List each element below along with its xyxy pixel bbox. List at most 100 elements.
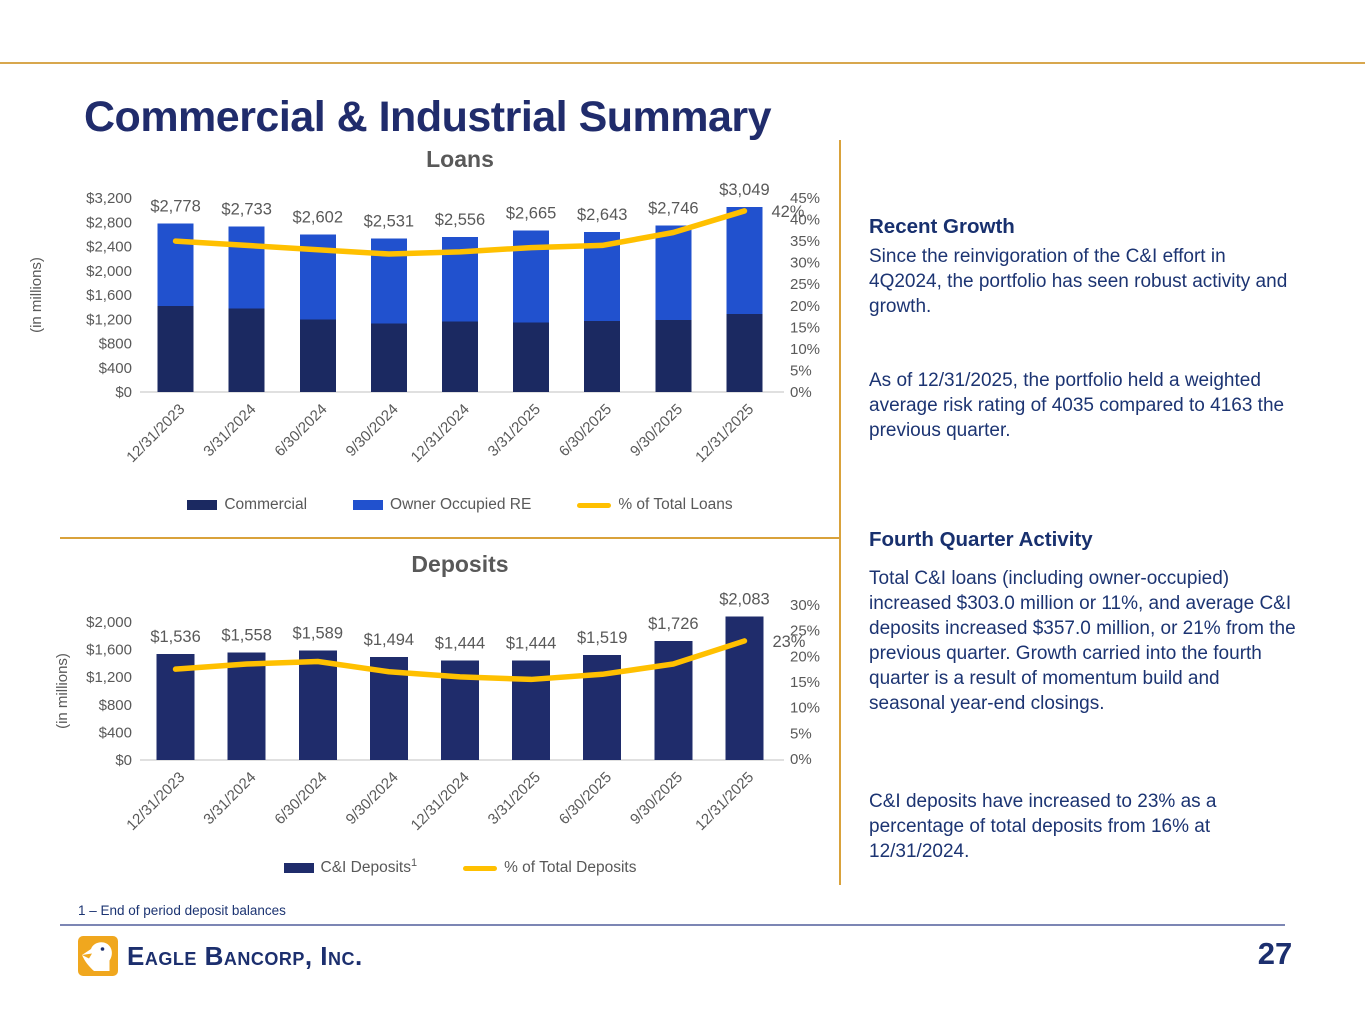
line-end-label: 23%	[772, 633, 805, 651]
left-axis-tick-label: $2,000	[86, 614, 132, 631]
footer-rule	[60, 924, 1285, 926]
deposits-chart-panel: Deposits (in millions) $2,000 $1,600 $1,200…	[25, 545, 840, 893]
legend-item-owner-occupied-re: Owner Occupied RE	[353, 496, 531, 514]
legend-label: % of Total Loans	[618, 496, 733, 513]
bar-c-i-deposits	[298, 650, 337, 760]
x-axis-category-label: 12/31/2025	[692, 769, 757, 834]
bar-value-label: $2,665	[506, 204, 556, 222]
y-axis-title: (in millions)	[54, 653, 71, 729]
x-axis-category-label: 12/31/2023	[123, 401, 188, 466]
bar-value-label: $2,778	[150, 198, 200, 216]
right-axis-tick-label: 20%	[790, 648, 820, 665]
x-axis-category-label: 9/30/2025	[627, 401, 686, 460]
bar-value-label: $1,536	[150, 628, 200, 646]
bar-owner-occupied-re	[655, 225, 692, 320]
bar-value-label: $1,444	[435, 634, 485, 652]
bar-value-label: $1,558	[221, 626, 271, 644]
legend-item-pct-total-loans: % of Total Loans	[577, 496, 733, 514]
x-axis-category-label: 6/30/2025	[556, 401, 615, 460]
right-axis-tick-label: 30%	[790, 255, 820, 272]
eagle-logo-icon	[78, 936, 118, 976]
bar-value-label: $1,519	[577, 629, 627, 647]
x-axis-category-label: 6/30/2024	[271, 401, 330, 460]
left-axis-tick-label: $2,000	[86, 263, 132, 280]
right-axis-tick-label: 35%	[790, 233, 820, 250]
deposits-chart-title: Deposits	[411, 551, 509, 577]
bar-value-label: $1,494	[364, 631, 414, 649]
bar-value-label: $2,531	[364, 213, 414, 231]
deposits-chart: (in millions) $2,000 $1,600 $1,200 $800 $400 $…	[54, 590, 820, 834]
left-axis-tick-label: $1,200	[86, 311, 132, 328]
page-number: 27	[1257, 936, 1293, 971]
left-axis-tick-label: $1,600	[86, 287, 132, 304]
x-axis-category-label: 9/30/2025	[627, 769, 686, 828]
ci-deposits-swatch-icon	[283, 863, 314, 873]
x-axis-category-label: 3/31/2024	[200, 769, 259, 828]
bar-value-label: $2,556	[435, 211, 485, 229]
legend-item-commercial: Commercial	[187, 496, 307, 514]
bar-owner-occupied-re	[228, 226, 265, 309]
x-axis-category-label: 3/31/2025	[485, 769, 544, 828]
right-axis-tick-label: 5%	[790, 725, 812, 742]
x-axis-category-label: 12/31/2024	[408, 401, 473, 466]
legend-item-pct-total-deposits: % of Total Deposits	[463, 859, 636, 877]
company-logo: Eagle Bancorp, Inc.	[78, 936, 363, 976]
fourth-quarter-paragraph-2: C&I deposits have increased to 23% as a …	[869, 791, 1217, 862]
x-axis-category-label: 9/30/2024	[343, 401, 402, 460]
bar-owner-occupied-re	[157, 223, 194, 306]
bar-value-label: $1,444	[506, 634, 556, 652]
bar-owner-occupied-re	[726, 207, 763, 314]
bar-value-label: $2,083	[719, 590, 769, 608]
line-swatch-icon	[463, 865, 498, 871]
bar-value-label: $1,589	[293, 624, 343, 642]
recent-growth-paragraph-2: As of 12/31/2025, the portfolio held a w…	[869, 370, 1285, 441]
top-accent-line	[0, 62, 1365, 64]
recent-growth-paragraph-1: Since the reinvigoration of the C&I effo…	[869, 246, 1288, 317]
fourth-quarter-heading: Fourth Quarter Activity	[869, 528, 1093, 551]
page-title: Commercial & Industrial Summary	[84, 92, 772, 141]
x-axis-category-label: 6/30/2024	[271, 769, 330, 828]
left-axis-tick-label: $1,600	[86, 642, 132, 659]
legend-item-ci-deposits: C&I Deposits1	[283, 856, 418, 877]
x-axis-category-label: 3/31/2024	[200, 401, 259, 460]
right-axis-tick-label: 0%	[790, 384, 812, 401]
bar-owner-occupied-re	[513, 230, 550, 323]
left-axis-tick-label: $1,200	[86, 669, 132, 686]
bar-c-i-deposits	[227, 652, 266, 760]
x-axis-category-label: 9/30/2024	[343, 769, 402, 828]
commercial-swatch-icon	[187, 500, 218, 510]
bar-value-label: $2,746	[648, 200, 698, 218]
line-swatch-icon	[577, 502, 612, 508]
right-axis-tick-label: 10%	[790, 341, 820, 358]
bar-commercial	[228, 308, 265, 392]
legend-label: C&I Deposits1	[320, 856, 418, 876]
line-end-label: 42%	[771, 203, 804, 221]
loans-chart: (in millions) $3,200 $2,800 $2,400 $2,000 $1,…	[28, 181, 820, 466]
x-axis-category-label: 12/31/2025	[692, 401, 757, 466]
right-axis-tick-label: 25%	[790, 276, 820, 293]
loans-chart-title: Loans	[426, 146, 494, 172]
x-axis-category-label: 12/31/2024	[408, 769, 473, 834]
bar-commercial	[584, 321, 621, 392]
bar-value-label: $2,733	[221, 200, 271, 218]
footnote: 1 – End of period deposit balances	[78, 903, 286, 918]
loans-chart-panel: Loans (in millions) $3,200 $2,800 $2,400 $2,…	[25, 140, 840, 542]
x-axis-category-label: 3/31/2025	[485, 401, 544, 460]
percent-line-of-total-loans	[172, 208, 748, 257]
vertical-divider	[839, 140, 841, 885]
left-axis-tick-label: $800	[99, 336, 132, 353]
right-axis-tick-label: 10%	[790, 700, 820, 717]
footnote-marker: 1	[410, 856, 418, 869]
left-axis-tick-label: $3,200	[86, 190, 132, 207]
bar-commercial	[513, 322, 550, 392]
left-axis-tick-label: $2,400	[86, 239, 132, 256]
legend-label: Commercial	[224, 496, 308, 513]
recent-growth-heading: Recent Growth	[869, 215, 1015, 238]
right-axis-tick-label: 20%	[790, 298, 820, 315]
percent-line-of-total-deposits	[172, 638, 748, 683]
right-axis-tick-label: 15%	[790, 319, 820, 336]
y-axis-title: (in millions)	[28, 257, 45, 333]
bar-value-label: $1,726	[648, 615, 698, 633]
owner-occupied-swatch-icon	[353, 500, 384, 510]
